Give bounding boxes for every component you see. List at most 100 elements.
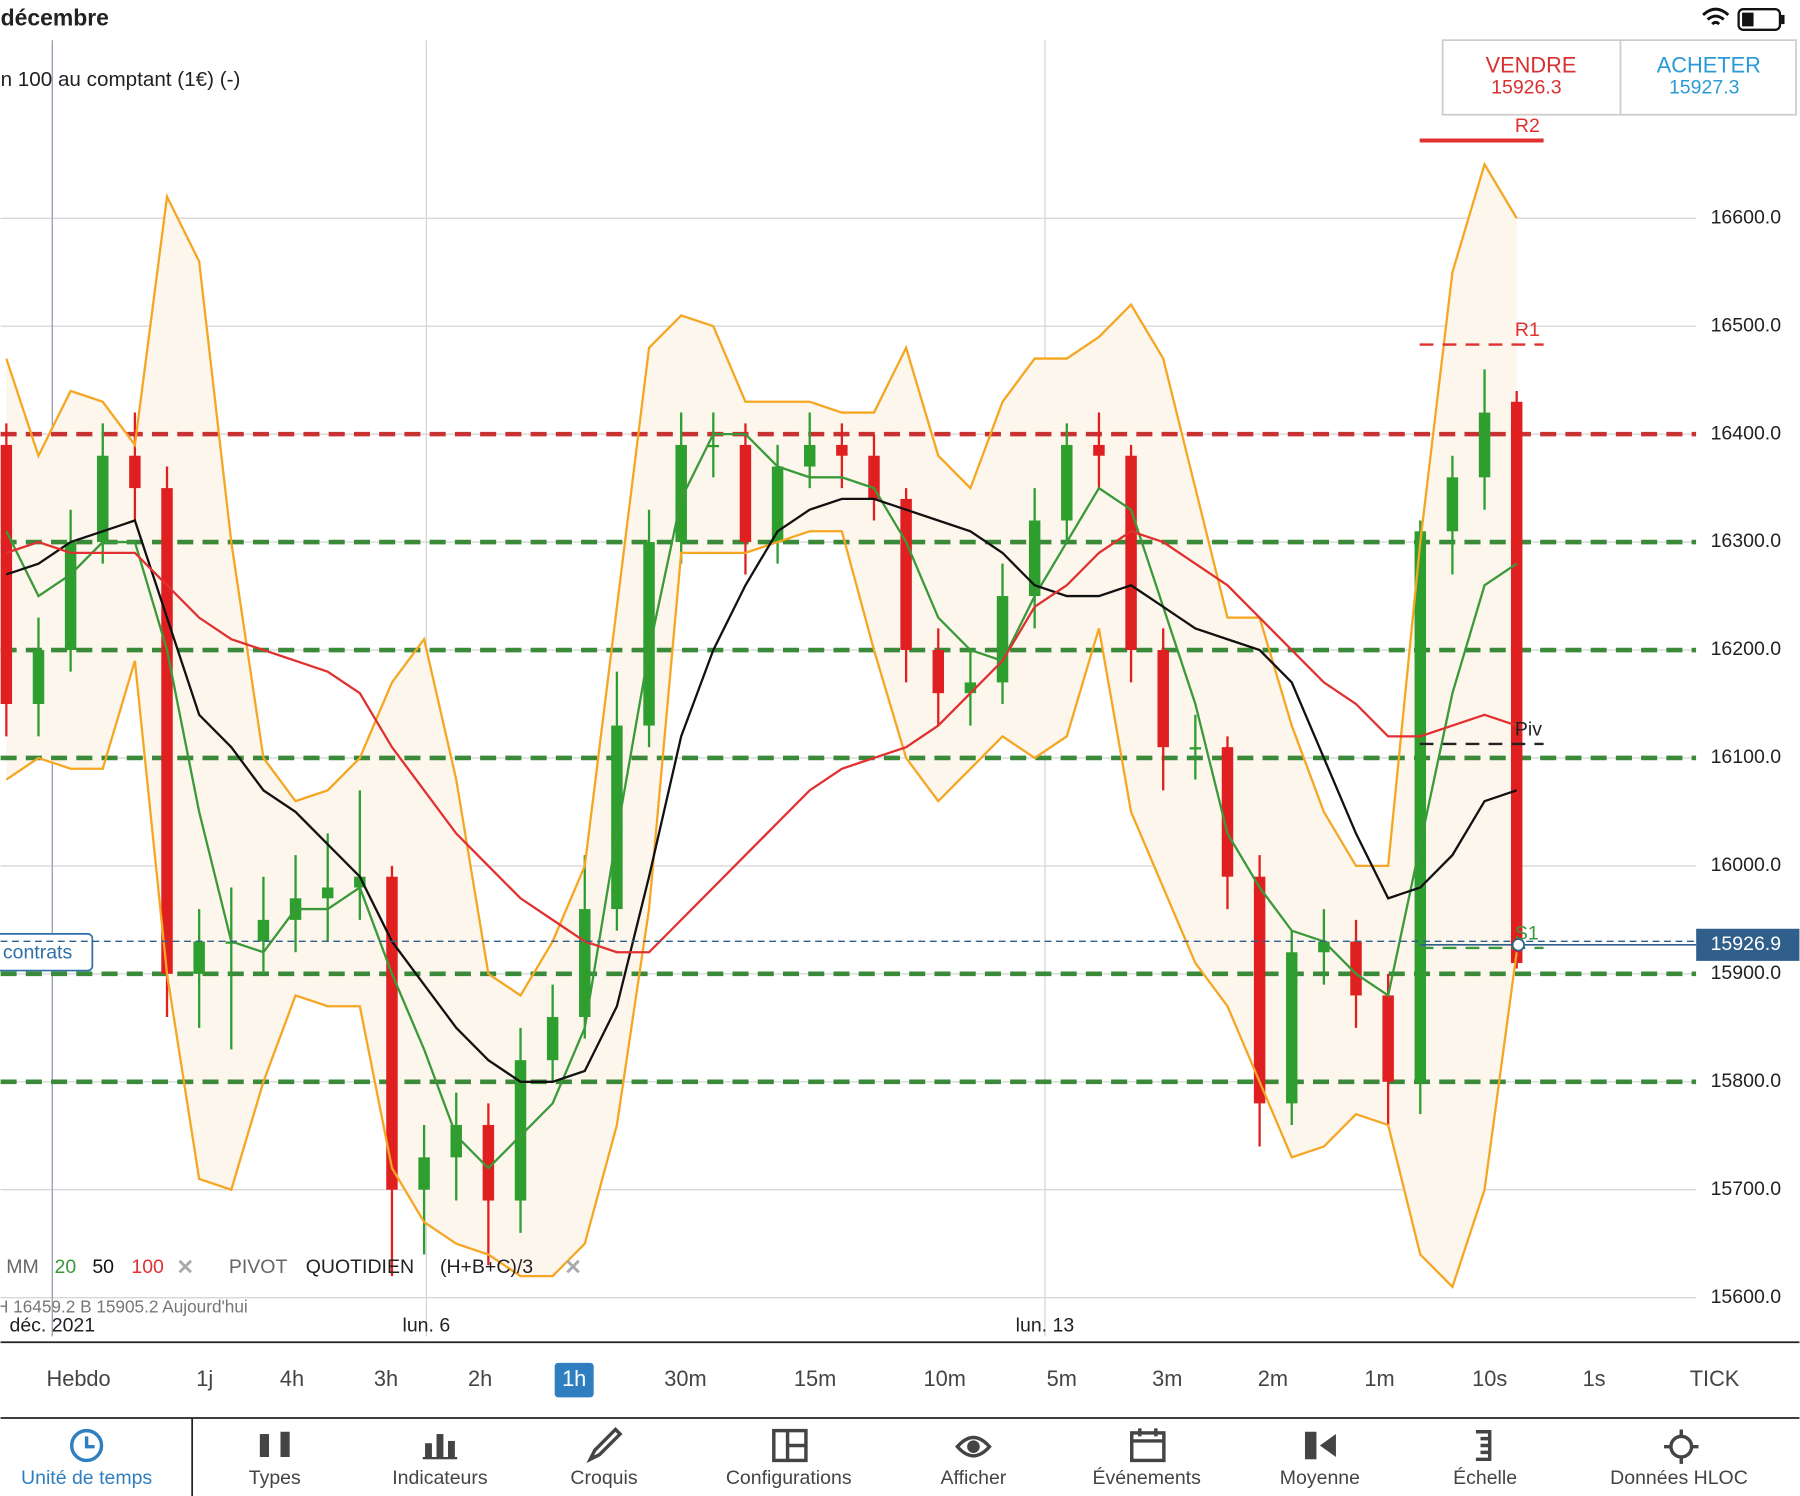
band-lower (5, 530, 1518, 1290)
buy-price[interactable]: 15927.3 (1669, 76, 1740, 98)
candle-body (803, 444, 816, 467)
timeframe-option[interactable]: 5m (1047, 1366, 1077, 1391)
candle-body (257, 919, 270, 942)
hlc-info: H 16459.2 B 15905.2 Aujourd'hui (0, 1296, 248, 1316)
y-tick-label: 16300.0 (1711, 530, 1782, 552)
toolbar-tab[interactable]: Configurations (726, 1467, 852, 1489)
timeframe-selected[interactable] (554, 1362, 594, 1398)
status-title: décembre (1, 5, 109, 31)
candle-body (836, 444, 848, 456)
candle-body (193, 941, 205, 974)
candle-body (1221, 747, 1234, 877)
buy-label[interactable]: ACHETER (1657, 52, 1761, 77)
pivot-label: Piv (1515, 718, 1542, 740)
toolbar-tab[interactable]: Unité de temps (21, 1467, 152, 1489)
x-tick-label: déc. 2021 (9, 1314, 95, 1336)
timeframe-option[interactable]: 1h (562, 1366, 586, 1391)
legend-items: 20 50 100 (54, 1256, 164, 1278)
y-tick-label: 15700.0 (1711, 1178, 1782, 1200)
moving-average (5, 530, 1518, 954)
candle-body (546, 1017, 559, 1061)
candle-body (1093, 444, 1105, 456)
candle-body (739, 444, 752, 543)
x-tick-label: lun. 6 (403, 1314, 451, 1336)
candle-body (482, 1124, 495, 1201)
candle-body (1028, 520, 1041, 597)
position-frame[interactable] (0, 932, 94, 972)
candle-body (579, 909, 591, 1018)
y-tick-label: 16500.0 (1711, 314, 1782, 336)
candle-body (64, 542, 77, 651)
position-box[interactable]: contrats (0, 932, 94, 972)
timeframe-option[interactable]: Hebdo (46, 1366, 110, 1391)
sell-label[interactable]: VENDRE (1486, 52, 1577, 77)
timeframe-option[interactable]: 1s (1583, 1366, 1606, 1391)
candle-body (1510, 401, 1523, 964)
candle-body (450, 1124, 462, 1158)
legend: MM 20 50 100 PIVOT QUOTIDIEN (H+B+C)/3 H 1… (0, 1256, 580, 1316)
timeframe-option[interactable]: 2m (1258, 1366, 1288, 1391)
legend-entry: 20 (54, 1256, 76, 1278)
timeframe-option[interactable]: 1j (196, 1366, 213, 1391)
timeframe-option[interactable]: 4h (280, 1366, 304, 1391)
candle-body (514, 1060, 527, 1201)
timeframe-option[interactable]: 1m (1364, 1366, 1394, 1391)
last-price-dot (1511, 938, 1525, 952)
remove-ma-icon[interactable] (178, 1259, 193, 1274)
toolbar-tab[interactable]: Événements (1092, 1466, 1201, 1489)
y-tick-label: 15800.0 (1711, 1070, 1782, 1092)
timeframe-option[interactable]: 2h (468, 1366, 492, 1391)
band-fill (6, 164, 1517, 1287)
status-icons (1702, 7, 1785, 31)
toolbar-tab[interactable]: Croquis (570, 1467, 637, 1489)
candle-body (1318, 941, 1330, 953)
candle-body (32, 650, 45, 704)
timeframe-option[interactable]: TICK (1690, 1366, 1740, 1391)
toolbar-tab[interactable]: Types (249, 1467, 301, 1489)
toolbar-tab[interactable]: Afficher (941, 1467, 1007, 1489)
candle-body (643, 542, 655, 726)
candle-body (932, 650, 944, 694)
pivot-period: QUOTIDIEN (306, 1256, 414, 1278)
toolbar-tab[interactable]: Moyenne (1280, 1467, 1360, 1489)
candle-body (161, 488, 173, 974)
toolbar-icons (69, 1427, 1699, 1464)
candle-body (97, 455, 109, 543)
candle-body (1414, 531, 1427, 1082)
y-tick-label: 15600.0 (1711, 1286, 1782, 1308)
moving-average (5, 432, 1518, 1170)
timeframe-option[interactable]: 10s (1472, 1366, 1507, 1391)
last-price-label: 15926.9 (1711, 933, 1782, 955)
sell-button[interactable]: VENDRE 15926.3 (1486, 52, 1577, 98)
legend-label: MM (6, 1256, 39, 1278)
last-price-tag (1696, 928, 1800, 961)
candle-body (321, 887, 334, 899)
trade-box: VENDRE 15926.3 ACHETER 15927.3 (1441, 39, 1797, 116)
remove-pivot-icon[interactable] (566, 1259, 580, 1274)
candle-body (675, 444, 687, 543)
candle-body (129, 455, 141, 489)
timeframe-option[interactable]: 10m (924, 1366, 966, 1391)
timeframe-option[interactable]: 3h (374, 1366, 398, 1391)
candle-body (354, 876, 366, 888)
toolbar-tab[interactable]: Indicateurs (392, 1467, 488, 1489)
buy-button[interactable]: ACHETER 15927.3 (1657, 52, 1761, 98)
band-upper (5, 161, 1518, 998)
position-label[interactable]: contrats (3, 942, 73, 964)
candle-body (868, 455, 880, 499)
timeframe-option[interactable]: 15m (794, 1366, 836, 1391)
y-tick-label: 15900.0 (1711, 962, 1782, 984)
candle-body (418, 1157, 430, 1190)
sell-price[interactable]: 15926.3 (1491, 76, 1562, 98)
timeframe-option[interactable]: 30m (664, 1366, 706, 1391)
candle-body (964, 682, 977, 694)
toolbar-tab[interactable]: Données HLOC (1610, 1467, 1748, 1489)
toolbar-tab[interactable]: Échelle (1453, 1466, 1517, 1489)
timeframe-option[interactable]: 3m (1152, 1366, 1182, 1391)
plot-area (0, 40, 1697, 1337)
candle-body (900, 498, 912, 651)
candle-body (771, 466, 784, 543)
